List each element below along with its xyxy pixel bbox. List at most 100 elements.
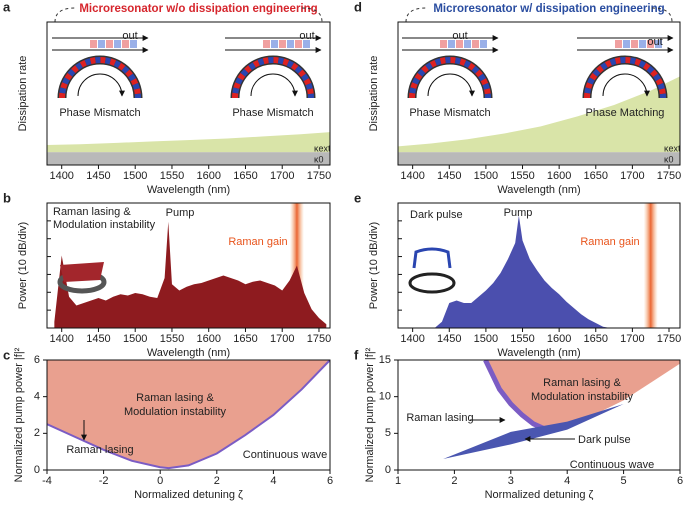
mode-field <box>655 40 662 48</box>
x-tick-label: 1400 <box>49 170 73 182</box>
x-tick-label: -4 <box>42 475 52 487</box>
x-axis-label: Normalized detuning ζ <box>485 489 594 501</box>
plot-area <box>47 360 330 470</box>
plot-area <box>443 360 680 459</box>
x-tick-label: 1550 <box>160 333 184 345</box>
x-tick-label: 6 <box>327 475 333 487</box>
x-tick-label: 1650 <box>584 170 608 182</box>
x-tick-label: 1500 <box>123 333 147 345</box>
plot-area <box>405 203 677 328</box>
ring-field <box>409 57 491 99</box>
x-tick-label: 2 <box>451 475 457 487</box>
annotation: out <box>452 30 467 42</box>
plot-area <box>47 132 330 165</box>
x-axis-label: Wavelength (nm) <box>147 347 230 359</box>
annotation: Pump <box>504 207 533 219</box>
x-tick-label: -2 <box>99 475 109 487</box>
annotation: Dark pulse <box>578 434 631 446</box>
region <box>47 360 330 469</box>
annotation: Phase Mismatch <box>232 107 313 119</box>
mode-field <box>271 40 278 48</box>
panel-letter: c <box>3 347 10 362</box>
area <box>398 152 680 165</box>
spectrum <box>54 221 327 328</box>
mode-field <box>448 40 455 48</box>
x-tick-label: 1650 <box>233 170 257 182</box>
mode-field <box>287 40 294 48</box>
x-tick-label: 1 <box>395 475 401 487</box>
x-tick-label: 2 <box>214 475 220 487</box>
title-bracket <box>54 7 323 23</box>
panel-letter: e <box>354 190 361 205</box>
area <box>47 152 330 165</box>
x-tick-label: 1600 <box>547 333 571 345</box>
annotation: out <box>647 36 662 48</box>
annotation: out <box>299 30 314 42</box>
annotation: Modulation instability <box>531 391 634 403</box>
x-tick-label: 4 <box>564 475 570 487</box>
plot-frame <box>397 359 681 471</box>
y-tick-label: 0 <box>385 464 391 476</box>
series-label: κ0 <box>314 154 324 164</box>
x-tick-label: 1400 <box>400 333 424 345</box>
annotation: Raman gain <box>228 236 287 248</box>
annotation: Dark pulse <box>410 209 463 221</box>
x-tick-label: 1550 <box>160 170 184 182</box>
ring-field <box>409 57 491 99</box>
x-tick-label: 1700 <box>270 170 294 182</box>
ring <box>407 55 493 99</box>
mode-field <box>98 40 105 48</box>
x-tick-label: 1400 <box>400 170 424 182</box>
mode-field <box>263 40 270 48</box>
ring-field <box>584 57 666 99</box>
y-axis-label: Normalized pump power |f|² <box>13 347 25 482</box>
x-tick-label: 1500 <box>474 170 498 182</box>
area <box>398 76 680 153</box>
x-tick-label: 1700 <box>270 333 294 345</box>
x-tick-label: 1600 <box>196 170 220 182</box>
plot-frame <box>46 202 331 329</box>
annotation: Pump <box>166 207 195 219</box>
x-tick-label: 1500 <box>123 170 147 182</box>
annotation: Phase Mismatch <box>59 107 140 119</box>
mode-field <box>456 40 463 48</box>
mode-field <box>303 40 310 48</box>
annotation: Continuous wave <box>243 449 327 461</box>
x-tick-label: 1750 <box>307 333 331 345</box>
boundary <box>47 360 330 470</box>
ring-field <box>59 57 141 99</box>
x-tick-label: 1400 <box>49 333 73 345</box>
annotation: Raman gain <box>580 236 639 248</box>
mode-field <box>615 40 622 48</box>
x-tick-label: 0 <box>157 475 163 487</box>
mode-field <box>122 40 129 48</box>
plot-area <box>398 76 680 165</box>
x-axis-label: Normalized detuning ζ <box>134 489 243 501</box>
y-tick-label: 15 <box>379 354 391 366</box>
x-tick-label: 1550 <box>510 170 534 182</box>
mode-field <box>295 40 302 48</box>
plot-frame <box>46 21 331 166</box>
mode-field <box>279 40 286 48</box>
x-tick-label: 3 <box>508 475 514 487</box>
series-label: κext <box>664 143 681 153</box>
x-tick-label: 1450 <box>86 170 110 182</box>
ring-field <box>584 57 666 99</box>
panel-title: Microresonator w/o dissipation engineeri… <box>79 3 317 15</box>
x-tick-label: 4 <box>270 475 276 487</box>
plot-frame <box>46 359 331 471</box>
mode-field <box>106 40 113 48</box>
x-axis-label: Wavelength (nm) <box>147 184 230 196</box>
region <box>485 360 680 429</box>
x-tick-label: 5 <box>621 475 627 487</box>
title-bracket <box>405 7 673 23</box>
annotation: Continuous wave <box>570 459 654 471</box>
mode-field <box>114 40 121 48</box>
flow-arrow <box>77 73 125 97</box>
mode-field <box>440 40 447 48</box>
annotation: Raman lasing & <box>543 377 621 389</box>
ring-icon <box>60 262 104 282</box>
y-axis-label: Dissipation rate <box>17 56 29 132</box>
x-tick-label: 1650 <box>233 333 257 345</box>
